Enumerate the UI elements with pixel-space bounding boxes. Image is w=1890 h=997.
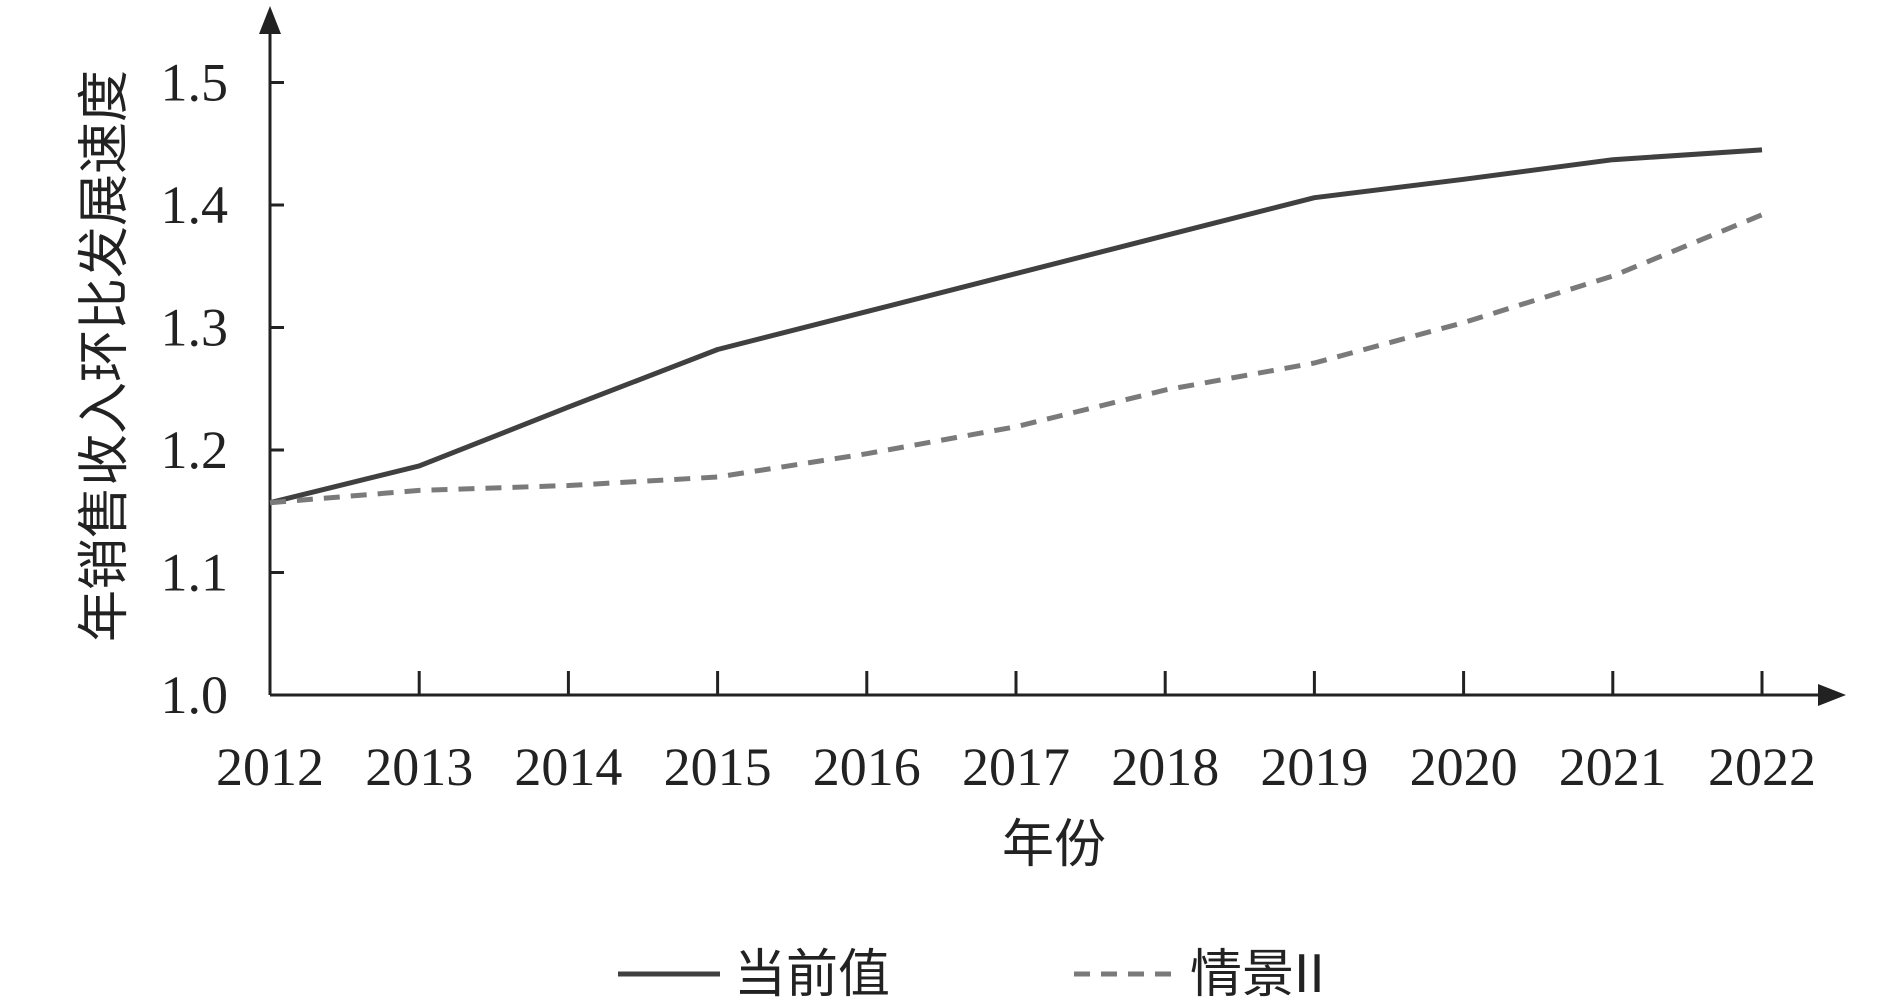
x-tick-label: 2017 [962,737,1070,797]
y-axis-arrow [259,6,281,34]
legend-item-scenario: 情景II [1074,945,1325,997]
y-tick-label: 1.0 [161,665,229,725]
series-line-current [269,147,1763,506]
x-ticks: 2012 2013 2014 2015 2016 2017 2018 2019 2020 2021… [216,671,1816,797]
x-axis-title: 年份 [1002,815,1106,875]
y-tick-label: 1.5 [161,53,229,113]
x-tick-label: 2020 [1410,737,1518,797]
x-tick-label: 2016 [813,737,921,797]
x-tick-label: 2012 [216,737,324,797]
y-axis-title: 年销售收入环比发展速度 [75,70,135,642]
legend: 当前值 情景II [618,945,1325,997]
x-axis-arrow [1818,684,1846,706]
y-tick-label: 1.4 [161,175,229,235]
x-tick-label: 2013 [365,737,473,797]
legend-label-scenario: 情景II [1190,945,1325,997]
y-tick-label: 1.3 [161,298,229,358]
y-tick-label: 1.2 [161,420,229,480]
x-tick-label: 2018 [1111,737,1219,797]
y-axis: 1.0 1.1 1.2 1.3 1.4 1.5 年销售收入环比发展速度 [75,6,284,725]
x-tick-label: 2022 [1708,737,1816,797]
plot-series [269,147,1763,506]
x-tick-label: 2019 [1260,737,1368,797]
x-tick-label: 2021 [1559,737,1667,797]
series-line-scenario [269,212,1763,506]
y-ticks: 1.0 1.1 1.2 1.3 1.4 1.5 [161,53,284,725]
legend-label-current: 当前值 [734,945,890,997]
x-axis: 2012 2013 2014 2015 2016 2017 2018 2019 2020 2021… [216,671,1846,875]
x-tick-label: 2015 [664,737,772,797]
x-tick-label: 2014 [514,737,622,797]
legend-item-current: 当前值 [618,945,890,997]
y-tick-label: 1.1 [161,543,229,603]
